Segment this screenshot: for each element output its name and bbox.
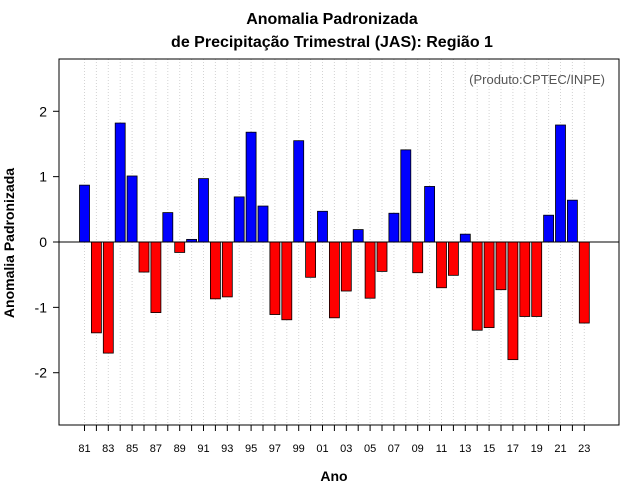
bar-15	[483, 241, 495, 329]
x-tick-label: 99	[293, 443, 305, 455]
x-tick-label: 87	[150, 443, 162, 455]
x-tick-label: 05	[364, 443, 376, 455]
bar-23	[578, 241, 590, 324]
x-tick-label: 21	[554, 443, 566, 455]
bar-99	[293, 140, 305, 243]
bar-98	[281, 241, 293, 321]
y-tick-label: 1	[39, 169, 47, 185]
bar-22	[567, 199, 578, 243]
bar-18	[519, 241, 531, 317]
x-axis-ticks: 81 83 85 87 89 91 93 95 97 99 01 03 05 07 09 11 13 15 17 19…	[78, 425, 590, 455]
bar-00	[305, 241, 317, 278]
x-tick-label: 15	[483, 443, 495, 455]
y-tick-label: -1	[35, 299, 48, 315]
bar-97	[269, 241, 281, 315]
y-tick-label: 0	[39, 234, 47, 250]
bar-84	[114, 122, 126, 243]
x-tick-label: 83	[102, 443, 114, 455]
bar-91	[198, 178, 209, 243]
x-tick-label: 95	[245, 443, 257, 455]
bar-83	[102, 241, 114, 354]
bar-07	[388, 212, 400, 243]
x-tick-label: 93	[221, 443, 233, 455]
bar-81	[79, 184, 90, 243]
bar-02	[328, 241, 340, 319]
bar-06	[376, 241, 388, 272]
bar-11	[436, 241, 447, 289]
bar-17	[507, 241, 519, 361]
x-tick-label: 91	[197, 443, 209, 455]
bar-92	[209, 241, 221, 300]
x-tick-label: 17	[507, 443, 519, 455]
bar-16	[495, 241, 507, 291]
x-tick-label: 89	[174, 443, 186, 455]
y-axis-label: Anomalia Padronizada	[1, 168, 17, 318]
bar-05	[364, 241, 376, 299]
x-tick-label: 19	[531, 443, 543, 455]
x-tick-label: 97	[269, 443, 281, 455]
bar-88	[162, 212, 174, 243]
bar-04	[352, 229, 364, 243]
bar-94	[233, 196, 245, 243]
bar-19	[531, 241, 543, 317]
y-tick-label: -2	[35, 365, 48, 381]
x-tick-label: 01	[316, 443, 328, 455]
x-tick-label: 11	[436, 443, 447, 455]
bar-14	[471, 241, 483, 331]
bar-03	[340, 241, 352, 292]
x-tick-label: 09	[412, 443, 424, 455]
bar-87	[150, 241, 162, 313]
chart-title-line2: de Precipitação Trimestral (JAS): Região…	[171, 34, 493, 51]
credit-label: (Produto:CPTEC/INPE)	[469, 72, 605, 87]
bar-01	[317, 210, 328, 243]
bar-20	[543, 214, 554, 243]
bar-09	[412, 241, 424, 274]
x-axis-label: Ano	[320, 468, 347, 484]
bars	[79, 122, 590, 361]
bar-10	[424, 186, 436, 243]
bar-21	[555, 124, 566, 243]
bar-08	[400, 149, 412, 243]
chart-title-line1: Anomalia Padronizada	[246, 11, 418, 28]
bar-85	[126, 175, 138, 243]
y-axis-ticks: -2 -1 0 1 2	[35, 103, 59, 381]
bar-95	[245, 131, 257, 243]
x-tick-label: 85	[126, 443, 138, 455]
bar-13	[459, 233, 471, 243]
x-tick-label: 13	[459, 443, 471, 455]
x-tick-label: 23	[578, 443, 590, 455]
x-tick-label: 81	[78, 443, 90, 455]
bar-89	[174, 241, 186, 253]
bar-82	[91, 241, 102, 334]
x-tick-label: 07	[388, 443, 400, 455]
x-tick-label: 03	[340, 443, 352, 455]
bar-93	[221, 241, 233, 298]
bar-12	[447, 241, 459, 276]
y-tick-label: 2	[39, 103, 47, 119]
bar-86	[138, 241, 150, 273]
bar-96	[257, 205, 269, 243]
